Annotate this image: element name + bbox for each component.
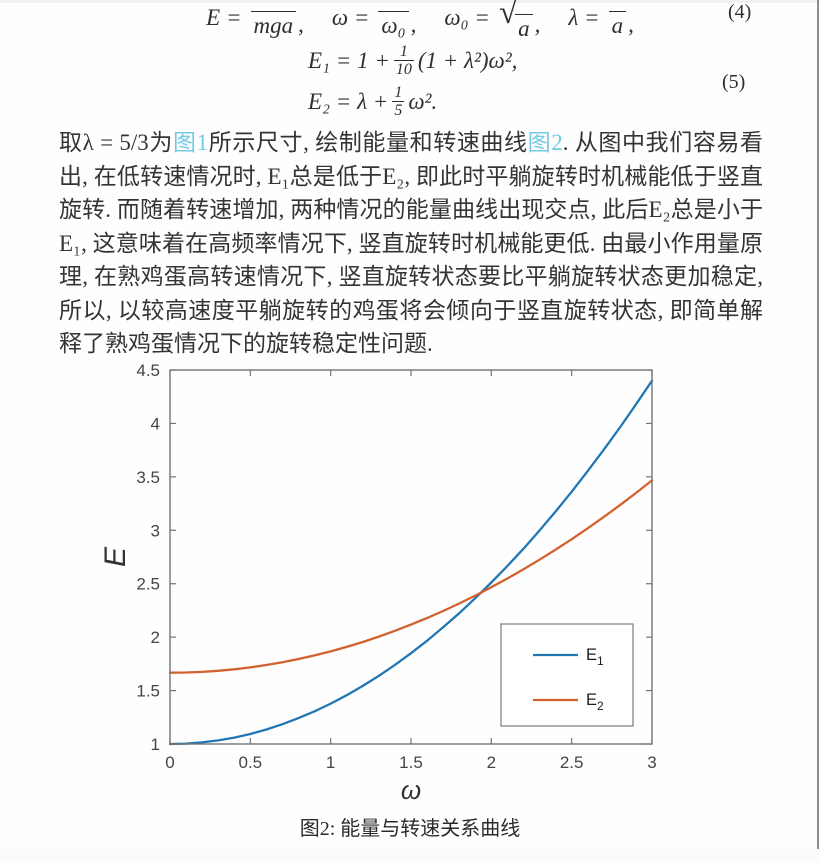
eq4-term-omega0: ω₀ = √ a , — [444, 0, 540, 42]
figure-caption: 图2: 能量与转速关系曲线 — [299, 818, 521, 840]
equation-5-tag: (5) — [722, 71, 746, 93]
x-axis-label: ω — [401, 775, 421, 805]
body-paragraph: 取λ = 5/3为图1所示尺寸, 绘制能量和转速曲线图2. 从图中我们容易看出,… — [59, 126, 763, 361]
eq4-term-omega: ω* = ω₀ , — [332, 0, 417, 42]
y-tick-label: 2.5 — [136, 575, 160, 594]
x-tick-label: 2.5 — [560, 753, 584, 772]
paragraph-text: 取λ = 5/3为 — [59, 130, 174, 155]
x-tick-label: 0.5 — [239, 753, 263, 772]
energy-chart: 0 0.5 1 1.5 2 2.5 3 1 1.5 2 2.5 3 3.5 4 4.5 Eω E1 E2 — [99, 361, 657, 805]
paragraph-text: 所示尺寸, 绘制能量和转速曲线 — [208, 130, 528, 155]
series-curve-E_1 — [168, 379, 654, 746]
page-top-edge — [0, 0, 820, 3]
equation-4-tag: (4) — [728, 1, 752, 23]
y-tick-label: 1 — [151, 735, 160, 754]
page-bottom-edge — [0, 849, 820, 862]
paragraph-text: . 从图中我们容易看出, 在低转速情况时, E₁总是低于E₂, 即此时平躺旋转时… — [59, 130, 764, 356]
y-tick-label: 1.5 — [136, 682, 160, 701]
legend-box — [500, 623, 634, 727]
series-curve-E_2 — [168, 479, 654, 674]
x-tick-label: 2 — [487, 753, 496, 772]
y-tick-label: 4.5 — [136, 361, 160, 380]
eq4-term-E: E* = mga , — [206, 0, 304, 42]
eq5-line1: E₁ = 1 + 1 10 (1 + λ²)ω², — [308, 43, 518, 78]
eq4-term-lambda: λ = a , — [568, 0, 634, 42]
figure-1-link[interactable]: 图1 — [173, 130, 209, 155]
y-tick-label: 3.5 — [136, 468, 160, 487]
x-tick-label: 1.5 — [399, 753, 423, 772]
legend-label-E_2: E2 — [586, 691, 604, 713]
y-tick-label: 2 — [151, 628, 160, 647]
x-tick-label: 3 — [647, 753, 656, 772]
x-tick-label: 1 — [326, 753, 335, 772]
y-tick-label: 4 — [151, 414, 160, 433]
y-tick-label: 3 — [151, 521, 160, 540]
legend-label-E_1: E1 — [586, 646, 604, 668]
page-right-edge — [817, 0, 819, 862]
radical-sign: √ — [498, 0, 518, 31]
y-axis-label: E — [100, 546, 132, 567]
x-tick-label: 0 — [165, 753, 174, 772]
figure-2-link[interactable]: 图2 — [527, 130, 563, 155]
equation-4: E* = mga , ω* = ω₀ , ω₀ = √ a , λ = a , — [150, 0, 690, 42]
